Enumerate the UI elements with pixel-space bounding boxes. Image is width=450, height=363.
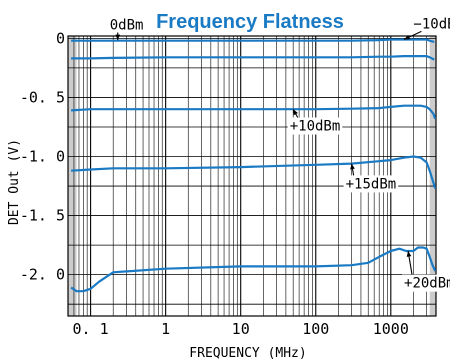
- series-line: [71, 155, 437, 189]
- annotation-arrow-head: [293, 109, 298, 116]
- annotation-background: [343, 175, 399, 193]
- annotation-background: [287, 117, 343, 135]
- x-tick-label: 1000: [373, 320, 409, 338]
- annotation-arrow-head: [350, 163, 355, 170]
- annotations: 0dBm −10dBm +10dBm +15dBm +20dBm: [107, 15, 450, 292]
- title-background: [148, 8, 353, 34]
- y-axis-label: DET Out (V): [7, 139, 22, 225]
- x-tick-label: 10: [232, 320, 250, 338]
- x-tick-label: 100: [302, 320, 329, 338]
- y-tick-label: 0: [56, 29, 65, 47]
- chart-title: Frequency Flatness: [156, 11, 344, 33]
- plot-frame: [67, 35, 437, 317]
- annotation-background: [402, 274, 450, 292]
- annotation-label: 0dBm: [110, 18, 144, 34]
- shaded-band: [429, 36, 436, 316]
- x-axis-label: FREQUENCY (MHz): [189, 346, 306, 361]
- series-line: [71, 54, 435, 61]
- series-line: [70, 246, 437, 293]
- shaded-band: [68, 36, 77, 316]
- series-lines: [70, 38, 437, 293]
- y-tick-labels: 0 -0. 5 -1. 0 -1. 5 -2. 0: [20, 29, 65, 283]
- annotation-background: [107, 16, 146, 34]
- y-tick-label: -2. 0: [20, 266, 65, 284]
- y-tick-label: -1. 5: [20, 207, 65, 225]
- y-tick-label: -1. 0: [20, 148, 65, 166]
- annotation-background: [411, 15, 450, 33]
- annotation-label: +10dBm: [290, 119, 341, 135]
- annotation-label: −10dBm: [413, 16, 450, 32]
- x-tick-label: 0. 1: [73, 320, 109, 338]
- annotation-arrow-head: [115, 34, 121, 41]
- annotation-label: +15dBm: [346, 176, 397, 192]
- x-tick-labels: 0. 1 1 10 100 1000: [73, 320, 409, 338]
- horizontal-gridlines: [68, 37, 436, 305]
- series-line: [71, 38, 435, 43]
- annotation-label: +20dBm: [404, 276, 450, 292]
- x-tick-label: 1: [161, 320, 170, 338]
- y-tick-label: -0. 5: [20, 88, 65, 106]
- annotation-arrow-head: [404, 35, 411, 40]
- shaded-bands: [68, 36, 436, 316]
- annotation-arrow-head: [406, 251, 412, 257]
- series-line: [71, 104, 437, 120]
